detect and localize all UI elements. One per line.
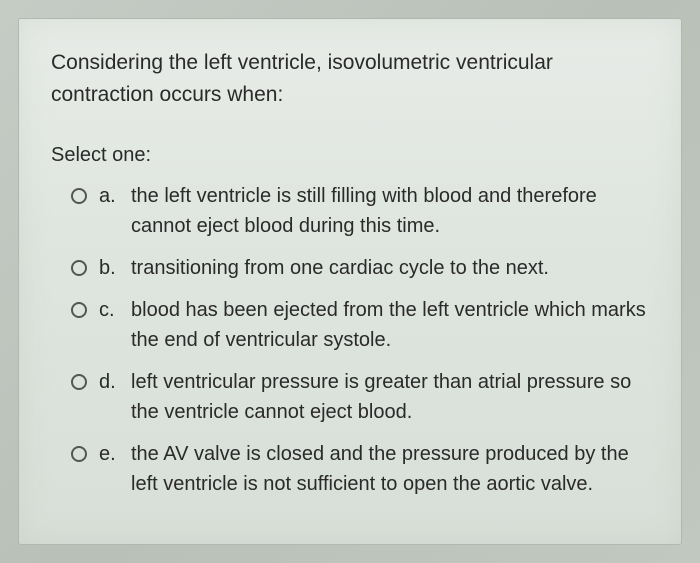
option-letter: b. xyxy=(99,253,131,283)
option-letter: c. xyxy=(99,295,131,325)
option-letter: a. xyxy=(99,181,131,211)
radio-option-c[interactable] xyxy=(71,302,87,318)
option-row: b. transitioning from one cardiac cycle … xyxy=(71,253,649,283)
option-row: e. the AV valve is closed and the pressu… xyxy=(71,439,649,499)
question-text: Considering the left ventricle, isovolum… xyxy=(51,47,649,110)
option-text: the left ventricle is still filling with… xyxy=(131,181,649,241)
option-text: the AV valve is closed and the pressure … xyxy=(131,439,649,499)
question-card: Considering the left ventricle, isovolum… xyxy=(18,18,682,545)
option-row: c. blood has been ejected from the left … xyxy=(71,295,649,355)
radio-option-a[interactable] xyxy=(71,188,87,204)
select-one-label: Select one: xyxy=(51,144,649,167)
option-text: transitioning from one cardiac cycle to … xyxy=(131,253,649,283)
option-row: a. the left ventricle is still filling w… xyxy=(71,181,649,241)
option-text: blood has been ejected from the left ven… xyxy=(131,295,649,355)
radio-option-b[interactable] xyxy=(71,260,87,276)
option-letter: d. xyxy=(99,367,131,397)
option-text: left ventricular pressure is greater tha… xyxy=(131,367,649,427)
option-row: d. left ventricular pressure is greater … xyxy=(71,367,649,427)
option-letter: e. xyxy=(99,439,131,469)
radio-option-d[interactable] xyxy=(71,374,87,390)
radio-option-e[interactable] xyxy=(71,446,87,462)
options-list: a. the left ventricle is still filling w… xyxy=(51,181,649,499)
